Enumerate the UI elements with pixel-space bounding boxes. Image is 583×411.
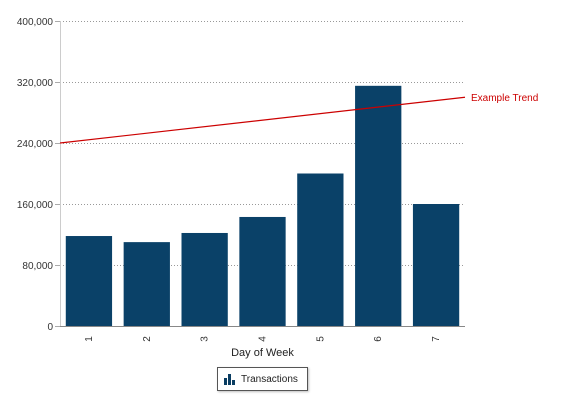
x-tick-label: 3 — [200, 336, 211, 342]
trend-line — [59, 96, 466, 144]
y-tick-label: 320,000 — [17, 78, 54, 89]
bar-day-4[interactable] — [239, 216, 286, 326]
x-tick-label: 6 — [373, 336, 384, 342]
bar-day-6[interactable] — [355, 85, 402, 326]
y-tick-label: 160,000 — [17, 200, 54, 211]
trend-label: Example Trend — [471, 93, 538, 104]
legend[interactable]: Transactions — [217, 367, 308, 391]
bar-day-5[interactable] — [297, 173, 344, 327]
x-axis-tick-labels: 1 2 3 4 5 6 7 — [84, 336, 442, 342]
bar-chart-icon — [224, 373, 236, 385]
y-tick-label: 240,000 — [17, 139, 54, 150]
bar-day-7[interactable] — [412, 204, 460, 326]
x-tick-label: 1 — [84, 336, 95, 342]
x-axis-title: Day of Week — [231, 347, 294, 359]
y-tick-label: 400,000 — [17, 17, 54, 28]
bar-day-3[interactable] — [181, 232, 228, 326]
x-tick-label: 7 — [431, 336, 442, 342]
bars — [65, 85, 460, 327]
y-tick-label: 80,000 — [22, 261, 53, 272]
bar-day-2[interactable] — [123, 242, 170, 326]
axes — [60, 21, 465, 327]
legend-label-transactions: Transactions — [241, 373, 298, 385]
bar-day-1[interactable] — [65, 236, 113, 326]
x-tick-label: 5 — [315, 336, 326, 342]
y-tick-label: 0 — [47, 322, 53, 333]
y-axis-tick-labels: 0 80,000 160,000 240,000 320,000 400,000 — [17, 17, 60, 333]
x-tick-label: 2 — [142, 336, 153, 342]
x-tick-label: 4 — [258, 336, 269, 342]
